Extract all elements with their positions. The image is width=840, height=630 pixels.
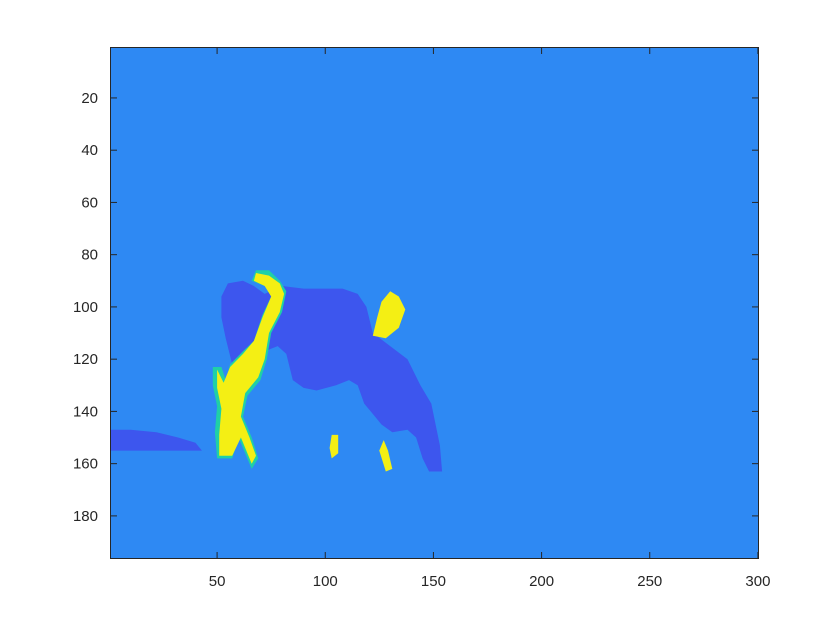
- y-tick-label: 160: [73, 456, 98, 473]
- region-back-leg-spot-1: [329, 434, 339, 459]
- axes: [110, 47, 759, 559]
- axes-box: [110, 47, 759, 559]
- y-tick-label: 20: [81, 90, 98, 107]
- x-axis: 50 100 150 200 250 300: [209, 48, 770, 590]
- y-axis: 20 40 60 80 100 120 140 160 180: [73, 90, 758, 525]
- x-tick-label: 50: [209, 573, 226, 590]
- y-tick-label: 40: [81, 142, 98, 159]
- region-background: [110, 47, 759, 559]
- y-tick-label: 60: [81, 194, 98, 211]
- region-back-patch: [372, 291, 406, 339]
- region-back-leg-spot-2: [379, 440, 393, 472]
- y-tick-label: 80: [81, 247, 98, 264]
- region-front-legs: [217, 273, 285, 464]
- y-tick-label: 180: [73, 508, 98, 525]
- x-tick-label: 250: [637, 573, 662, 590]
- y-tick-label: 120: [73, 351, 98, 368]
- region-ground-shadow: [110, 429, 202, 451]
- x-tick-label: 300: [745, 573, 770, 590]
- region-body: [221, 280, 443, 472]
- plot-area: [110, 47, 759, 559]
- x-tick-label: 100: [313, 573, 338, 590]
- x-tick-label: 150: [421, 573, 446, 590]
- y-tick-label: 100: [73, 299, 98, 316]
- y-tick-label: 140: [73, 403, 98, 420]
- x-tick-label: 200: [529, 573, 554, 590]
